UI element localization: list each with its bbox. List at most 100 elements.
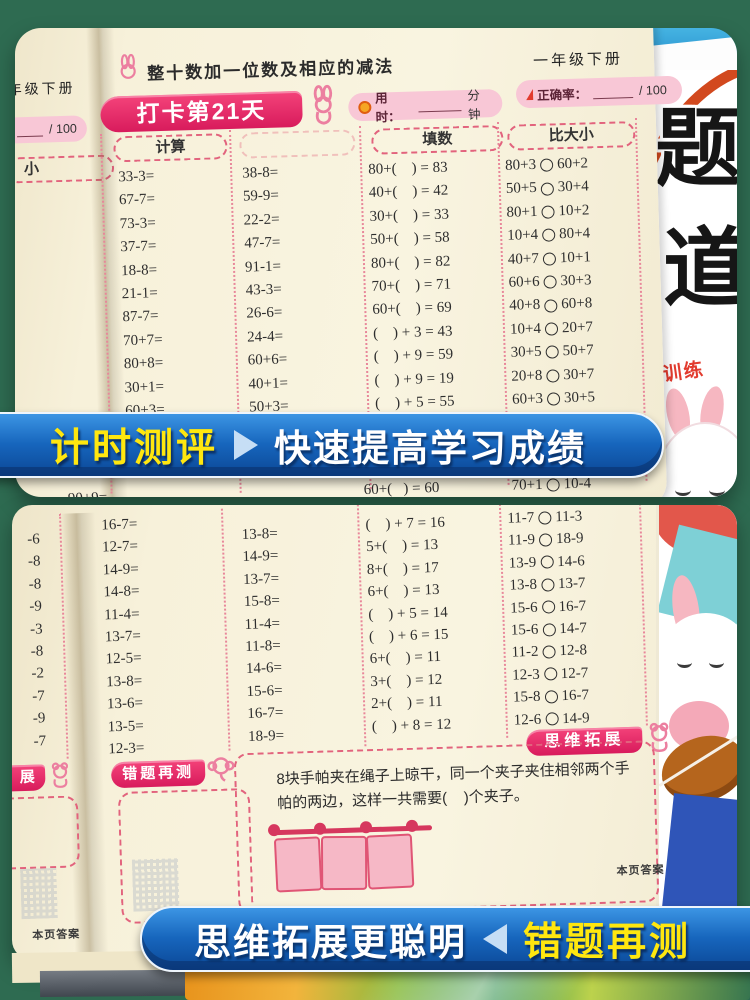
prev-page-score-partial: / 100 (48, 121, 78, 137)
compare-circle (540, 578, 555, 592)
math-problem: 80+8= (123, 355, 164, 373)
qr-code (20, 868, 58, 920)
compare-left: 12-3 (512, 666, 541, 684)
math-problem: 11-4= (103, 605, 140, 623)
math-problem: 22-2= (243, 211, 280, 229)
compare-left: 11-9 (507, 532, 536, 550)
rabbit-eye-right (709, 657, 724, 668)
compare-right: 30+7 (563, 365, 595, 383)
compare-left: 10+4 (506, 227, 539, 244)
math-problem: 91-1= (244, 258, 282, 276)
math-problem: 13-8= (106, 672, 143, 691)
compare-circle (542, 252, 557, 266)
time-label: 用时： (374, 91, 401, 125)
fill-problem: 80+( ) = 82 (370, 253, 451, 272)
score-blank-line (16, 123, 44, 137)
compare-right: 30+3 (560, 272, 592, 290)
math-problem: 18-9= (247, 727, 285, 745)
compare-left: 20+8 (511, 367, 543, 385)
compare-problem: 15-6 16-7 (510, 595, 587, 620)
promo-banner-top: 计时测评 快速提高学习成绩 (0, 412, 664, 478)
compare-left: 30+5 (510, 343, 542, 361)
fill-problem: 5+( ) = 13 (365, 537, 439, 556)
compare-problem: 13-9 14-6 (508, 550, 585, 575)
compare-problem: 11-2 12-8 (511, 640, 588, 665)
promo-banner-bottom: 思维拓展更聪明 错题再测 (140, 906, 750, 972)
header-compare: 比大小 (506, 120, 636, 151)
compare-circle (538, 511, 552, 525)
compare-left: 40+7 (507, 250, 540, 268)
header-fill: 填数 (370, 124, 504, 155)
compare-right: 11-3 (555, 508, 583, 526)
math-problem: 12-5= (105, 650, 142, 668)
compare-left: 10+4 (509, 320, 542, 338)
edge-box-partial (12, 795, 81, 870)
cut-problem: -8 (30, 643, 44, 660)
word-problem-box: 8块手帕夹在绳子上晾干，同一个夹子夹住相邻两个手帕的两边，这样一共需要( )个夹… (233, 740, 660, 916)
compare-problem: 40+7 10+1 (508, 246, 592, 272)
fill-problem: 70+( ) = 71 (371, 276, 452, 295)
accuracy-total: / 100 (638, 83, 668, 98)
math-problem: 15-8= (243, 593, 281, 611)
cut-problem: -9 (29, 598, 43, 615)
compare-left: 80+3 (504, 156, 537, 174)
math-problem: 13-8= (241, 525, 278, 544)
compare-left: 15-6 (510, 621, 539, 639)
math-problem: 13-7= (242, 570, 280, 588)
book-cover-sliver: 题 道 训练 (651, 70, 737, 497)
rabbit-eye-left (675, 484, 691, 496)
book-spine-fold (60, 512, 110, 960)
workbook-page-bottom: -6 -8 -8 -9 -3 -8 -2 -7 -9 -7 16-7= 12-7= 14-9= 14-8… (12, 505, 679, 960)
cut-problem: -3 (29, 620, 43, 638)
compare-problem: 60+3 30+5 (512, 386, 596, 412)
compare-problem: 30+5 50+7 (510, 339, 594, 365)
compare-right: 14-9 (561, 709, 590, 727)
fill-problem: ( ) + 9 = 59 (373, 346, 454, 365)
rabbit-eye-left (677, 657, 692, 668)
compare-problem: 10+4 80+4 (507, 223, 591, 249)
math-problem: 40+1= (248, 374, 289, 393)
compare-right: 18-9 (555, 530, 584, 548)
fill-problem: 40+( ) = 42 (368, 182, 449, 202)
math-problem: 14-8= (103, 583, 140, 601)
math-problem: 26-6= (246, 304, 283, 322)
fill-problem: 50+( ) = 58 (370, 229, 450, 249)
math-problem: 18-8= (120, 261, 158, 279)
compare-circle (546, 369, 560, 383)
fill-problem: 30+( ) = 33 (369, 206, 450, 225)
workbook-photo-bottom: -6 -8 -8 -9 -3 -8 -2 -7 -9 -7 16-7= 12-7= 14-9= 14-8… (12, 505, 737, 960)
compare-right: 60+8 (561, 295, 593, 313)
compare-problem: 11-9 18-9 (508, 528, 585, 553)
fill-problem: ( ) + 9 = 19 (374, 369, 455, 389)
math-problem: 13-6= (106, 695, 144, 713)
math-problem: 11-8= (245, 637, 281, 655)
math-problem: 16-7= (247, 704, 284, 723)
compare-circle (539, 158, 554, 172)
compare-left: 80+1 (506, 203, 538, 221)
compare-right: 14-6 (556, 553, 585, 570)
compare-problem: 12-3 12-7 (512, 662, 589, 687)
cut-problem: -7 (31, 688, 45, 705)
fill-problem-partial: 60+( ) = 60 (363, 479, 440, 497)
rabbit-icon (120, 53, 136, 79)
compare-left: 40+8 (509, 297, 541, 315)
compare-right: 80+4 (558, 225, 591, 243)
compare-problem: 80+3 60+2 (505, 152, 589, 178)
cut-problem: -2 (31, 665, 45, 683)
compare-problem: 60+6 30+3 (508, 269, 592, 295)
banner-message-text: 快速提高学习成绩 (274, 428, 587, 469)
math-problem: 73-3= (119, 215, 156, 233)
prev-page-score-pill: / 100 (15, 115, 88, 144)
arrow-left-icon (483, 924, 507, 954)
edge-expand-badge-partial: 展 (12, 764, 46, 792)
compare-left: 12-6 (513, 711, 542, 729)
compare-right: 16-7 (561, 687, 590, 705)
handkerchief (273, 836, 323, 893)
column-separator (356, 505, 367, 747)
compare-circle (546, 392, 561, 406)
accuracy-blank-line (592, 84, 634, 99)
math-problem: 15-6= (246, 682, 283, 700)
lesson-title: 整十数加一位数及相应的减法 (146, 57, 395, 84)
compare-circle (546, 478, 560, 492)
fill-problem: 60+( ) = 69 (372, 299, 452, 319)
